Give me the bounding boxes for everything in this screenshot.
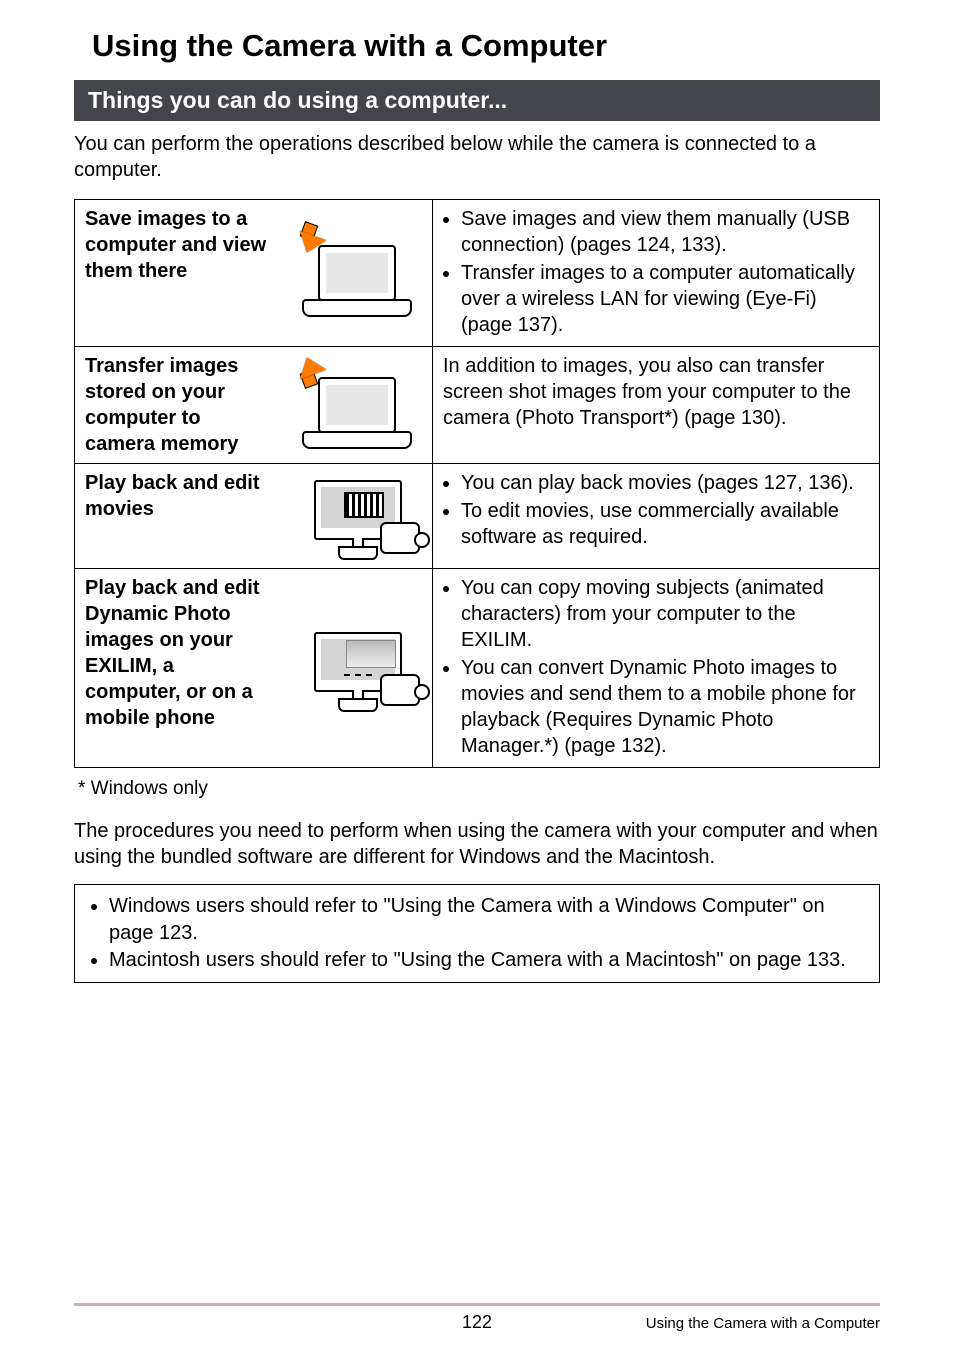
footer-rule [74, 1303, 880, 1306]
desc-item: Save images and view them manually (USB … [461, 206, 869, 258]
row-illustration [283, 464, 433, 569]
monitor-film-camcorder-icon [292, 468, 422, 564]
table-row: Save images to a computer and view them … [75, 200, 880, 347]
monitor-dynamic-photo-icon [292, 620, 422, 716]
ref-item: Windows users should refer to "Using the… [109, 893, 865, 947]
footer-section-label: Using the Camera with a Computer [611, 1315, 880, 1332]
laptop-with-arrow-in-icon [292, 225, 422, 321]
row-title: Transfer images stored on your computer … [75, 347, 283, 464]
row-illustration [283, 347, 433, 464]
desc-item: To edit movies, use commercially availab… [461, 498, 869, 550]
desc-item: You can copy moving subjects (animated c… [461, 575, 869, 653]
row-title: Play back and edit movies [75, 464, 283, 569]
feature-table: Save images to a computer and view them … [74, 199, 880, 768]
row-description: You can play back movies (pages 127, 136… [433, 464, 880, 569]
row-description: Save images and view them manually (USB … [433, 200, 880, 347]
row-title: Save images to a computer and view them … [75, 200, 283, 347]
table-row: Play back and edit Dynamic Photo images … [75, 569, 880, 768]
table-row: Play back and edit movies You can play b… [75, 464, 880, 569]
table-row: Transfer images stored on your computer … [75, 347, 880, 464]
ref-item: Macintosh users should refer to "Using t… [109, 947, 865, 974]
reference-box: Windows users should refer to "Using the… [74, 884, 880, 983]
desc-item: Transfer images to a computer automatica… [461, 260, 869, 338]
row-illustration [283, 569, 433, 768]
page-title: Using the Camera with a Computer [92, 28, 880, 64]
intro-text: You can perform the operations described… [74, 131, 880, 183]
page-footer: 122 Using the Camera with a Computer [74, 1303, 880, 1333]
page-number: 122 [343, 1312, 612, 1333]
footnote: * Windows only [78, 778, 880, 800]
row-illustration [283, 200, 433, 347]
below-paragraph: The procedures you need to perform when … [74, 818, 880, 870]
laptop-with-arrow-out-icon [292, 357, 422, 453]
row-description: You can copy moving subjects (animated c… [433, 569, 880, 768]
desc-item: You can convert Dynamic Photo images to … [461, 655, 869, 759]
row-title: Play back and edit Dynamic Photo images … [75, 569, 283, 768]
desc-item: You can play back movies (pages 127, 136… [461, 470, 869, 496]
row-description: In addition to images, you also can tran… [433, 347, 880, 464]
section-header: Things you can do using a computer... [74, 80, 880, 121]
